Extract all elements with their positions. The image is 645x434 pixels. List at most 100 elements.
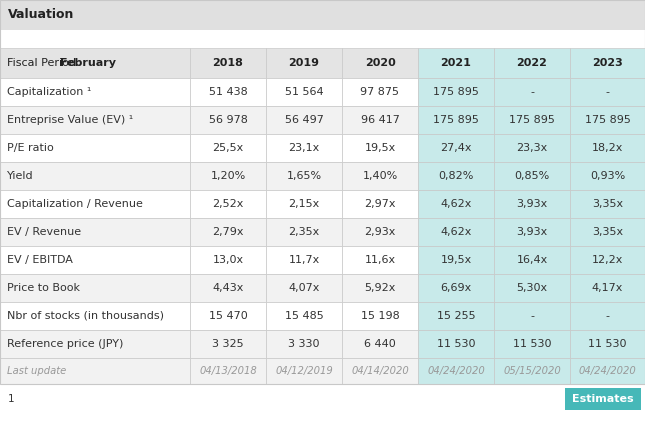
Text: 25,5x: 25,5x bbox=[212, 143, 244, 153]
Text: Entreprise Value (EV) ¹: Entreprise Value (EV) ¹ bbox=[7, 115, 134, 125]
Text: 175 895: 175 895 bbox=[433, 115, 479, 125]
Text: Price to Book: Price to Book bbox=[7, 283, 80, 293]
Text: 175 895: 175 895 bbox=[509, 115, 555, 125]
Bar bbox=[342, 78, 418, 106]
Text: 97 875: 97 875 bbox=[361, 87, 399, 97]
Bar bbox=[570, 330, 645, 358]
Text: Capitalization / Revenue: Capitalization / Revenue bbox=[7, 199, 143, 209]
Bar bbox=[342, 330, 418, 358]
Bar bbox=[418, 358, 494, 384]
Text: 6 440: 6 440 bbox=[364, 339, 396, 349]
Bar bbox=[570, 106, 645, 134]
Text: 04/24/2020: 04/24/2020 bbox=[427, 366, 485, 376]
Text: Nbr of stocks (in thousands): Nbr of stocks (in thousands) bbox=[7, 311, 164, 321]
Bar bbox=[0, 274, 190, 302]
Text: 1,20%: 1,20% bbox=[210, 171, 246, 181]
Bar bbox=[342, 134, 418, 162]
Bar bbox=[342, 106, 418, 134]
Text: Fiscal Period:: Fiscal Period: bbox=[7, 58, 83, 68]
Bar bbox=[342, 302, 418, 330]
Text: 4,62x: 4,62x bbox=[441, 227, 471, 237]
Bar bbox=[190, 190, 266, 218]
Bar bbox=[0, 0, 645, 384]
Text: 4,62x: 4,62x bbox=[441, 199, 471, 209]
Bar bbox=[266, 162, 342, 190]
Text: 2,52x: 2,52x bbox=[212, 199, 244, 209]
Bar bbox=[266, 330, 342, 358]
Bar bbox=[342, 358, 418, 384]
Text: 0,82%: 0,82% bbox=[439, 171, 473, 181]
Text: 2020: 2020 bbox=[364, 58, 395, 68]
Bar bbox=[0, 218, 190, 246]
Text: 4,07x: 4,07x bbox=[288, 283, 320, 293]
Text: 51 564: 51 564 bbox=[284, 87, 323, 97]
Bar bbox=[0, 48, 190, 78]
Text: 0,85%: 0,85% bbox=[514, 171, 550, 181]
Bar bbox=[266, 134, 342, 162]
Bar bbox=[494, 106, 570, 134]
Bar bbox=[418, 274, 494, 302]
Text: 1: 1 bbox=[8, 394, 15, 404]
Text: 15 198: 15 198 bbox=[361, 311, 399, 321]
Text: 04/24/2020: 04/24/2020 bbox=[579, 366, 637, 376]
Bar bbox=[266, 302, 342, 330]
Bar bbox=[494, 78, 570, 106]
Bar bbox=[570, 218, 645, 246]
Bar bbox=[342, 190, 418, 218]
Text: 3 325: 3 325 bbox=[212, 339, 244, 349]
Bar bbox=[0, 246, 190, 274]
Bar bbox=[342, 218, 418, 246]
Text: 6,69x: 6,69x bbox=[441, 283, 471, 293]
Text: 2,35x: 2,35x bbox=[288, 227, 320, 237]
Bar bbox=[266, 190, 342, 218]
Bar bbox=[266, 48, 342, 78]
Text: 4,17x: 4,17x bbox=[592, 283, 623, 293]
Bar bbox=[190, 358, 266, 384]
Text: 56 497: 56 497 bbox=[284, 115, 323, 125]
Bar bbox=[342, 274, 418, 302]
Bar bbox=[418, 246, 494, 274]
Text: -: - bbox=[606, 87, 610, 97]
Bar bbox=[570, 246, 645, 274]
Bar bbox=[494, 246, 570, 274]
Bar bbox=[0, 78, 190, 106]
Text: -: - bbox=[530, 87, 534, 97]
Bar bbox=[190, 134, 266, 162]
Bar bbox=[342, 246, 418, 274]
Bar bbox=[266, 358, 342, 384]
Text: 16,4x: 16,4x bbox=[517, 255, 548, 265]
Text: 5,30x: 5,30x bbox=[517, 283, 548, 293]
Bar bbox=[418, 134, 494, 162]
Text: 05/15/2020: 05/15/2020 bbox=[503, 366, 561, 376]
Text: 2018: 2018 bbox=[213, 58, 243, 68]
Bar bbox=[266, 106, 342, 134]
Bar bbox=[418, 106, 494, 134]
Text: 23,3x: 23,3x bbox=[517, 143, 548, 153]
Text: 3,93x: 3,93x bbox=[517, 199, 548, 209]
Bar bbox=[0, 134, 190, 162]
Text: 1,65%: 1,65% bbox=[286, 171, 322, 181]
Text: 96 417: 96 417 bbox=[361, 115, 399, 125]
Bar bbox=[0, 330, 190, 358]
Text: 11,7x: 11,7x bbox=[288, 255, 320, 265]
Text: 2,15x: 2,15x bbox=[288, 199, 320, 209]
Bar bbox=[190, 78, 266, 106]
Bar bbox=[418, 302, 494, 330]
Bar bbox=[570, 48, 645, 78]
Text: Yield: Yield bbox=[7, 171, 34, 181]
Bar bbox=[494, 274, 570, 302]
Bar bbox=[190, 330, 266, 358]
Bar bbox=[418, 48, 494, 78]
Text: 175 895: 175 895 bbox=[584, 115, 630, 125]
Text: 11 530: 11 530 bbox=[588, 339, 627, 349]
Bar bbox=[0, 0, 645, 30]
Bar bbox=[342, 48, 418, 78]
Bar bbox=[418, 162, 494, 190]
Bar bbox=[494, 134, 570, 162]
Bar bbox=[190, 162, 266, 190]
Text: 18,2x: 18,2x bbox=[592, 143, 623, 153]
Text: 11 530: 11 530 bbox=[513, 339, 551, 349]
Bar bbox=[342, 162, 418, 190]
Text: 04/13/2018: 04/13/2018 bbox=[199, 366, 257, 376]
Text: Last update: Last update bbox=[7, 366, 66, 376]
